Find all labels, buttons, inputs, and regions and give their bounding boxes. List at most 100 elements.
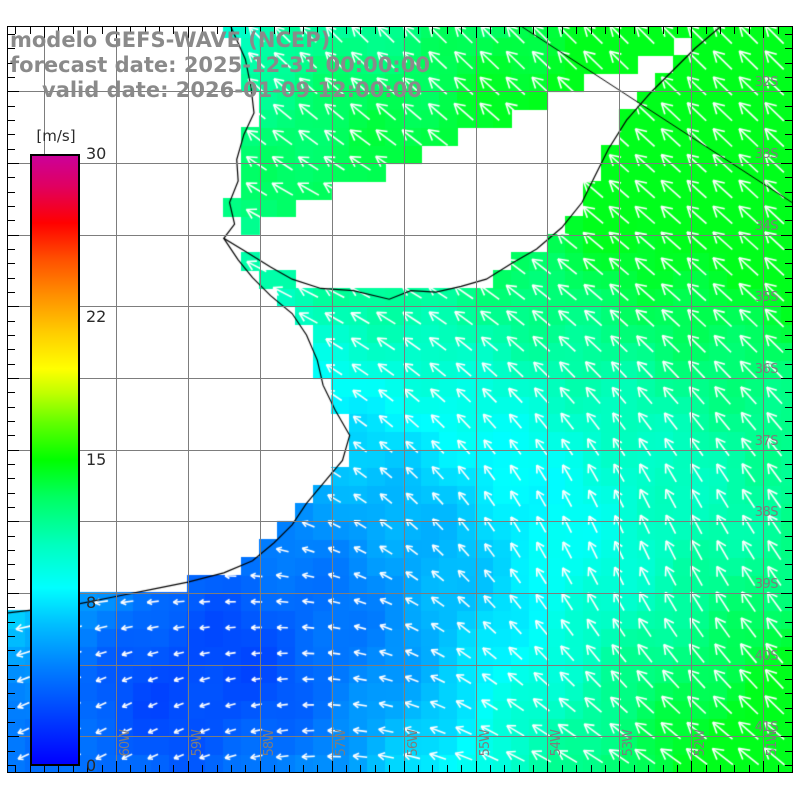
axis-tick (461, 27, 462, 34)
axis-tick (8, 163, 19, 164)
map-plot-frame: 61W60W59W58W57W56W55W54W53W52W51W32S33S3… (7, 26, 793, 773)
axis-tick (159, 765, 160, 772)
axis-tick (418, 27, 419, 34)
axis-tick (547, 27, 548, 38)
axis-tick (8, 349, 15, 350)
gridline-latitude (8, 378, 792, 379)
axis-tick (781, 450, 792, 451)
axis-tick (619, 27, 620, 38)
axis-tick (785, 507, 792, 508)
gridline-longitude (332, 27, 333, 772)
axis-tick (8, 292, 15, 293)
axis-tick (58, 27, 59, 34)
axis-tick (303, 27, 304, 34)
axis-tick (785, 177, 792, 178)
colorbar-tick-label: 22 (86, 307, 107, 327)
axis-tick (691, 761, 692, 772)
colorbar: [m/s] 30 22 15 8 0 (30, 127, 106, 775)
axis-tick (677, 27, 678, 34)
axis-tick (8, 765, 15, 766)
gridline-latitude (8, 306, 792, 307)
gridline-longitude (476, 27, 477, 772)
longitude-label: 52W (693, 729, 708, 756)
axis-tick (781, 306, 792, 307)
axis-tick (375, 27, 376, 34)
latitude-label: 38S (754, 505, 779, 520)
axis-tick (785, 478, 792, 479)
axis-tick (8, 91, 19, 92)
gridline-latitude (8, 163, 792, 164)
axis-tick (663, 27, 664, 34)
axis-tick (785, 63, 792, 64)
axis-tick (8, 134, 15, 135)
axis-tick (778, 765, 779, 772)
latitude-label: 40S (754, 649, 779, 664)
axis-tick (785, 765, 792, 766)
axis-tick (447, 765, 448, 772)
latitude-label: 39S (754, 577, 779, 592)
longitude-label: 59W (190, 729, 205, 756)
axis-tick (490, 765, 491, 772)
axis-tick (303, 765, 304, 772)
axis-tick (102, 765, 103, 772)
axis-tick (648, 27, 649, 34)
axis-tick (188, 27, 189, 38)
colorbar-unit-label: [m/s] (36, 127, 76, 145)
axis-tick (749, 27, 750, 34)
gridline-longitude (404, 27, 405, 772)
axis-tick (785, 421, 792, 422)
axis-tick (749, 765, 750, 772)
axis-tick (677, 765, 678, 772)
axis-tick (87, 765, 88, 772)
axis-tick (404, 27, 405, 38)
longitude-label: 57W (334, 729, 349, 756)
gridline-longitude (763, 27, 764, 772)
axis-tick (274, 765, 275, 772)
colorbar-gradient (30, 154, 80, 766)
axis-tick (781, 91, 792, 92)
axis-tick (8, 751, 15, 752)
axis-tick (8, 607, 15, 608)
axis-tick (533, 27, 534, 34)
axis-tick (476, 761, 477, 772)
axis-tick (706, 27, 707, 34)
gridline-latitude (8, 736, 792, 737)
axis-tick (130, 765, 131, 772)
axis-tick (785, 349, 792, 350)
axis-tick (8, 120, 15, 121)
axis-tick (188, 761, 189, 772)
axis-tick (785, 493, 792, 494)
axis-tick (763, 761, 764, 772)
axis-tick (130, 27, 131, 34)
axis-tick (476, 27, 477, 38)
gridline-longitude (619, 27, 620, 772)
gridline-longitude (116, 27, 117, 772)
axis-tick (562, 765, 563, 772)
axis-tick (317, 765, 318, 772)
gridline-longitude (188, 27, 189, 772)
longitude-label: 54W (549, 729, 564, 756)
axis-tick (8, 521, 19, 522)
axis-tick (30, 765, 31, 772)
axis-tick (389, 765, 390, 772)
axis-tick (8, 263, 15, 264)
colorbar-tick-label: 30 (86, 144, 107, 163)
axis-tick (734, 765, 735, 772)
axis-tick (8, 235, 19, 236)
axis-tick (245, 27, 246, 34)
axis-tick (781, 665, 792, 666)
axis-tick (8, 665, 19, 666)
axis-tick (245, 765, 246, 772)
axis-tick (720, 765, 721, 772)
axis-tick (504, 765, 505, 772)
axis-tick (8, 478, 15, 479)
gridline-latitude (8, 665, 792, 666)
axis-tick (274, 27, 275, 34)
axis-tick (785, 134, 792, 135)
axis-tick (785, 120, 792, 121)
axis-tick (785, 679, 792, 680)
axis-tick (8, 278, 15, 279)
axis-tick (8, 392, 15, 393)
axis-tick (8, 579, 15, 580)
axis-tick (202, 27, 203, 34)
